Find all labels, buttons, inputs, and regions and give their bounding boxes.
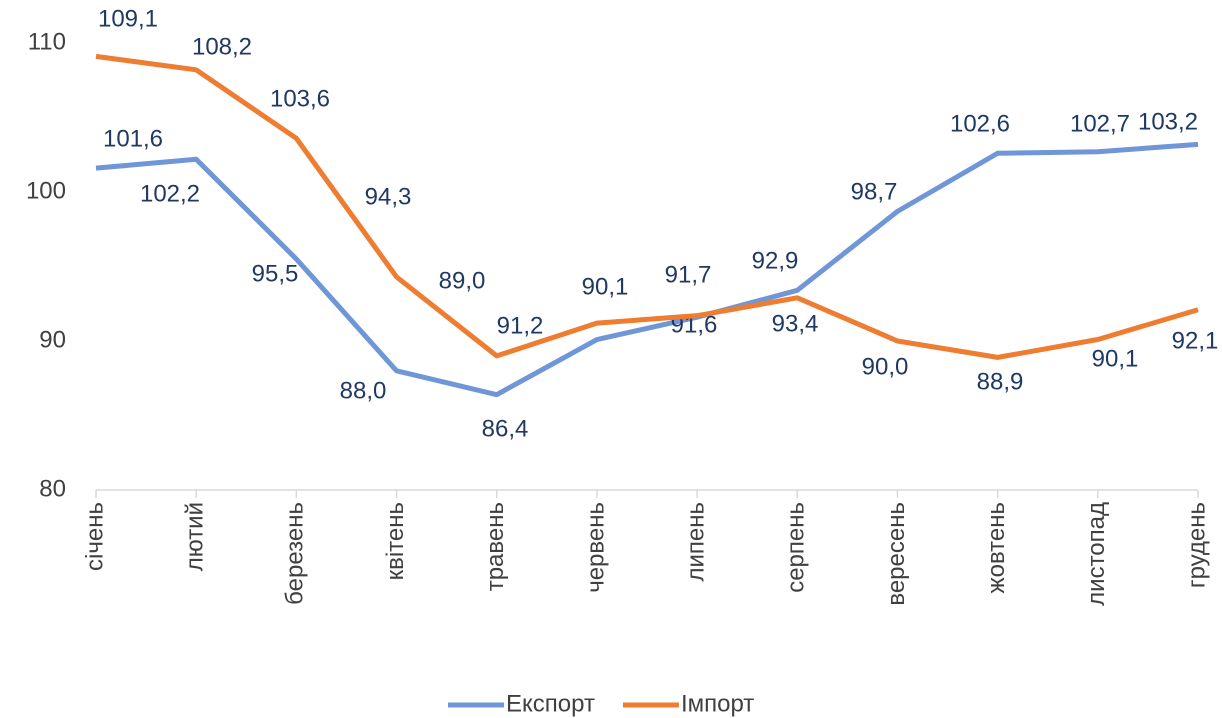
x-tick-label: серпень	[783, 502, 810, 593]
data-label: 103,6	[270, 85, 330, 112]
data-label: 101,6	[103, 125, 163, 152]
data-label: 102,7	[1070, 110, 1130, 137]
data-label: 109,1	[98, 5, 158, 32]
legend-label: Експорт	[506, 690, 595, 717]
y-tick-label: 80	[39, 475, 66, 502]
data-label: 89,0	[439, 267, 486, 294]
data-label: 95,5	[252, 260, 299, 287]
x-tick-label: березень	[282, 502, 309, 605]
data-label: 92,1	[1172, 327, 1219, 354]
y-tick-label: 90	[39, 326, 66, 353]
x-tick-label: червень	[582, 502, 609, 593]
data-label: 102,2	[140, 180, 200, 207]
data-label: 91,7	[665, 261, 712, 288]
data-label: 90,1	[582, 273, 629, 300]
x-tick-label: травень	[482, 502, 509, 591]
data-label: 93,4	[772, 310, 819, 337]
x-tick-label: лютий	[182, 502, 209, 571]
data-label: 88,0	[340, 377, 387, 404]
data-label: 92,9	[752, 247, 799, 274]
data-label: 108,2	[192, 33, 252, 60]
x-tick-label: грудень	[1183, 502, 1210, 588]
data-label: 88,9	[977, 368, 1024, 395]
x-tick-label: квітень	[382, 502, 409, 580]
data-label: 94,3	[365, 183, 412, 210]
data-label: 102,6	[950, 110, 1010, 137]
x-tick-label: січень	[81, 502, 108, 571]
x-tick-label: липень	[682, 502, 709, 582]
data-label: 90,0	[862, 353, 909, 380]
x-tick-label: вересень	[883, 502, 910, 606]
data-label: 98,7	[851, 178, 898, 205]
data-label: 91,2	[497, 312, 544, 339]
x-tick-label: жовтень	[983, 502, 1010, 593]
y-tick-label: 100	[26, 177, 66, 204]
series-line	[95, 141, 1199, 398]
legend-label: Імпорт	[681, 690, 754, 717]
x-tick-label: листопад	[1083, 502, 1110, 606]
data-label: 103,2	[1138, 108, 1198, 135]
y-tick-label: 110	[28, 28, 66, 55]
series-line	[95, 53, 1199, 360]
data-label: 86,4	[482, 415, 529, 442]
data-label: 90,1	[1092, 345, 1139, 372]
